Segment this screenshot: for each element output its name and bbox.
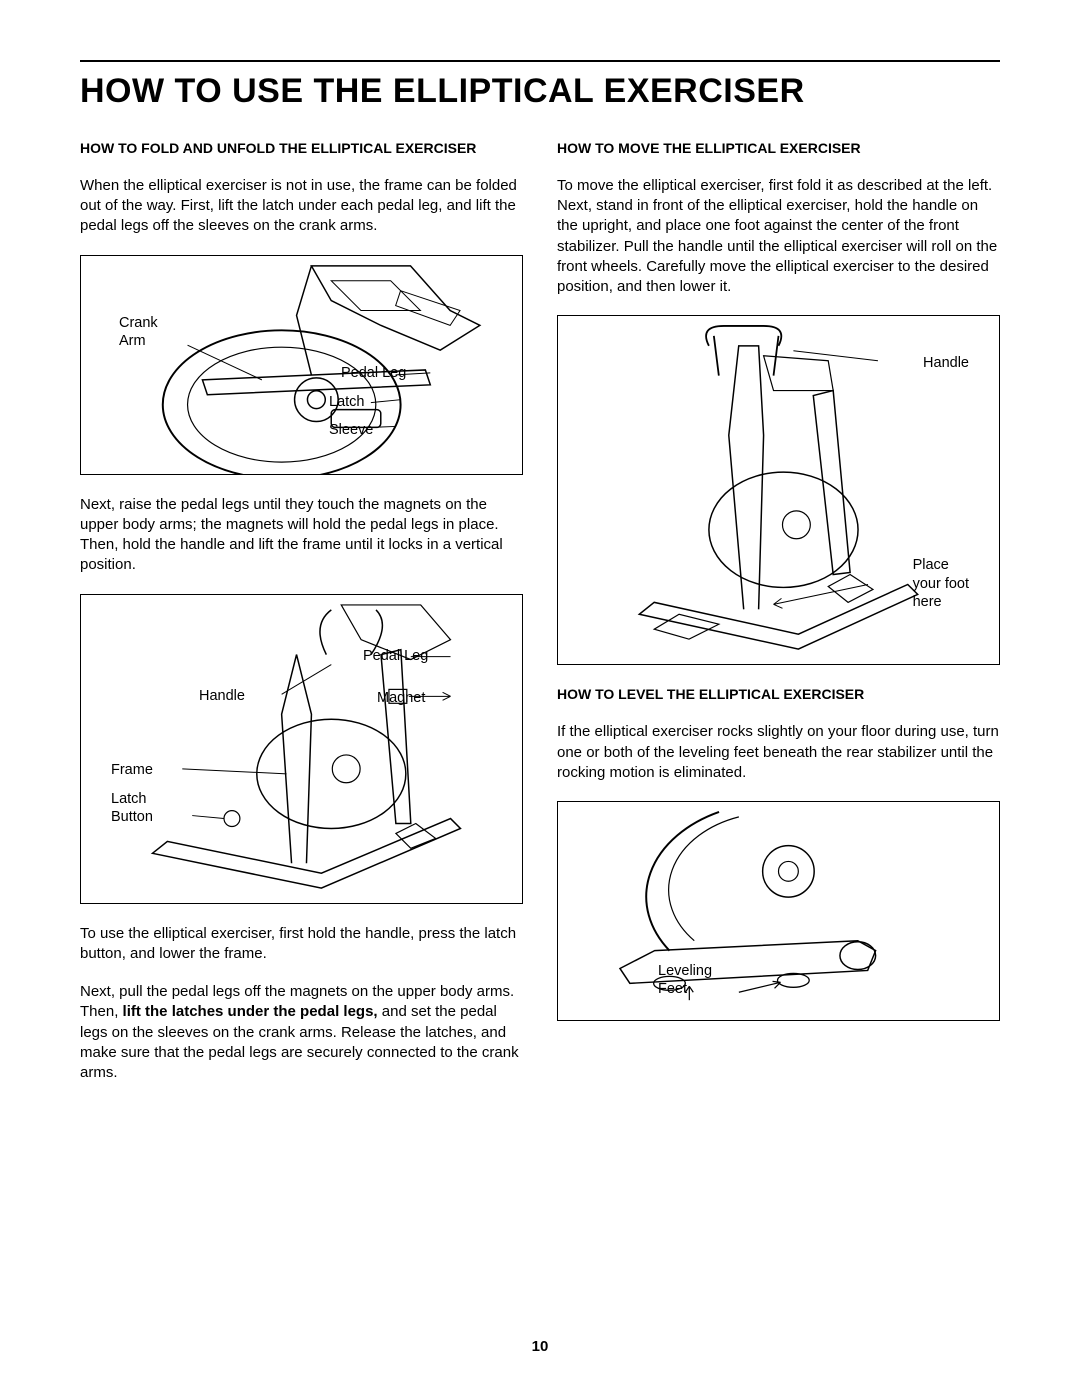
section-heading-level: HOW TO LEVEL THE ELLIPTICAL EXERCISER (557, 685, 1000, 704)
figure-folded-upright: Pedal Leg Handle Magnet Frame Latch Butt… (80, 594, 523, 904)
paragraph-unfold-2: Next, pull the pedal legs off the magnet… (80, 982, 523, 1083)
paragraph-fold-intro: When the elliptical exerciser is not in … (80, 176, 523, 237)
figure-fold-detail: Crank Arm Pedal Leg Latch Sleeve (80, 255, 523, 475)
paragraph-level: If the elliptical exerciser rocks slight… (557, 722, 1000, 783)
callout-crank-arm: Crank Arm (119, 314, 158, 350)
fold-detail-diagram (81, 256, 522, 474)
right-column: HOW TO MOVE THE ELLIPTICAL EXERCISER To … (557, 139, 1000, 1101)
callout-magnet: Magnet (377, 689, 425, 707)
callout-handle-1: Handle (199, 687, 245, 705)
callout-pedal-leg-1: Pedal Leg (341, 364, 406, 382)
callout-frame: Frame (111, 761, 153, 779)
left-column: HOW TO FOLD AND UNFOLD THE ELLIPTICAL EX… (80, 139, 523, 1101)
figure-level: Leveling Feet (557, 801, 1000, 1021)
section-heading-move: HOW TO MOVE THE ELLIPTICAL EXERCISER (557, 139, 1000, 158)
folded-upright-diagram (81, 595, 522, 903)
level-diagram (558, 802, 999, 1020)
callout-latch-button: Latch Button (111, 790, 153, 826)
callout-sleeve: Sleeve (329, 421, 373, 439)
callout-pedal-leg-2: Pedal Leg (363, 647, 428, 665)
callout-handle-2: Handle (923, 354, 969, 372)
unfold-bold: lift the latches under the pedal legs, (123, 1003, 378, 1020)
figure-move: Handle Place your foot here (557, 315, 1000, 665)
paragraph-unfold-1: To use the elliptical exerciser, first h… (80, 924, 523, 965)
page-number: 10 (0, 1338, 1080, 1355)
callout-latch: Latch (329, 393, 364, 411)
paragraph-raise-legs: Next, raise the pedal legs until they to… (80, 495, 523, 576)
top-rule (80, 60, 1000, 62)
two-column-layout: HOW TO FOLD AND UNFOLD THE ELLIPTICAL EX… (80, 139, 1000, 1101)
section-heading-fold: HOW TO FOLD AND UNFOLD THE ELLIPTICAL EX… (80, 139, 523, 158)
callout-leveling-feet: Leveling Feet (658, 962, 712, 998)
page-title: HOW TO USE THE ELLIPTICAL EXERCISER (80, 72, 1000, 111)
paragraph-move: To move the elliptical exerciser, first … (557, 176, 1000, 298)
callout-place-foot: Place your foot here (913, 556, 969, 610)
